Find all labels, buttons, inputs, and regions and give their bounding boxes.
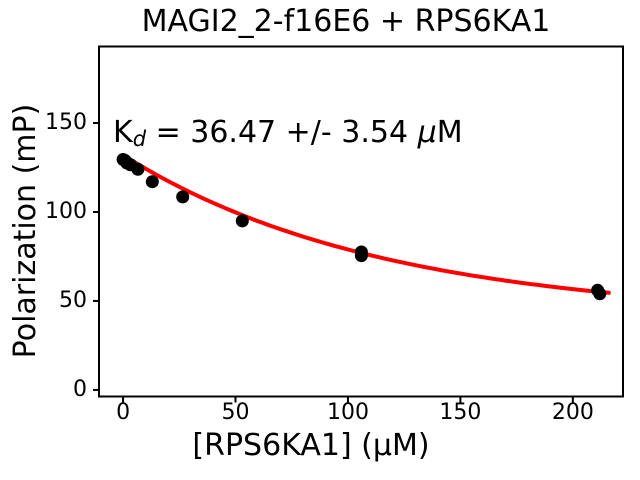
fit-curve [121,153,611,295]
x-tick-label: 200 [551,400,594,425]
data-point [131,162,145,176]
kd-unit: M [436,115,463,150]
data-point [593,287,607,301]
x-tick-label: 0 [116,400,131,425]
kd-annotation: Kd = 36.47 +/- 3.54 μM [113,118,463,154]
kd-symbol: K [113,115,133,150]
kd-subscript: d [132,127,147,151]
axes-frame [98,45,624,398]
kd-value-text: = 36.47 +/- 3.54 [146,115,418,150]
data-point [145,175,159,189]
x-tick-label: 100 [326,400,369,425]
data-point [354,249,368,263]
y-axis-label: Polarization (mP) [8,103,43,359]
y-tick-label: 150 [45,110,87,135]
x-axis-label: [RPS6KA1] (μM) [192,428,430,463]
chart-title: MAGI2_2-f16E6 + RPS6KA1 [141,4,551,39]
y-tick-label: 100 [45,198,87,224]
data-point [176,190,190,204]
data-point [235,214,249,228]
x-tick-label: 150 [439,400,482,425]
y-tick-label: 0 [73,376,87,402]
y-tick-label: 50 [59,287,87,313]
kd-mu: μ [417,115,437,150]
x-tick-label: 50 [221,400,250,425]
